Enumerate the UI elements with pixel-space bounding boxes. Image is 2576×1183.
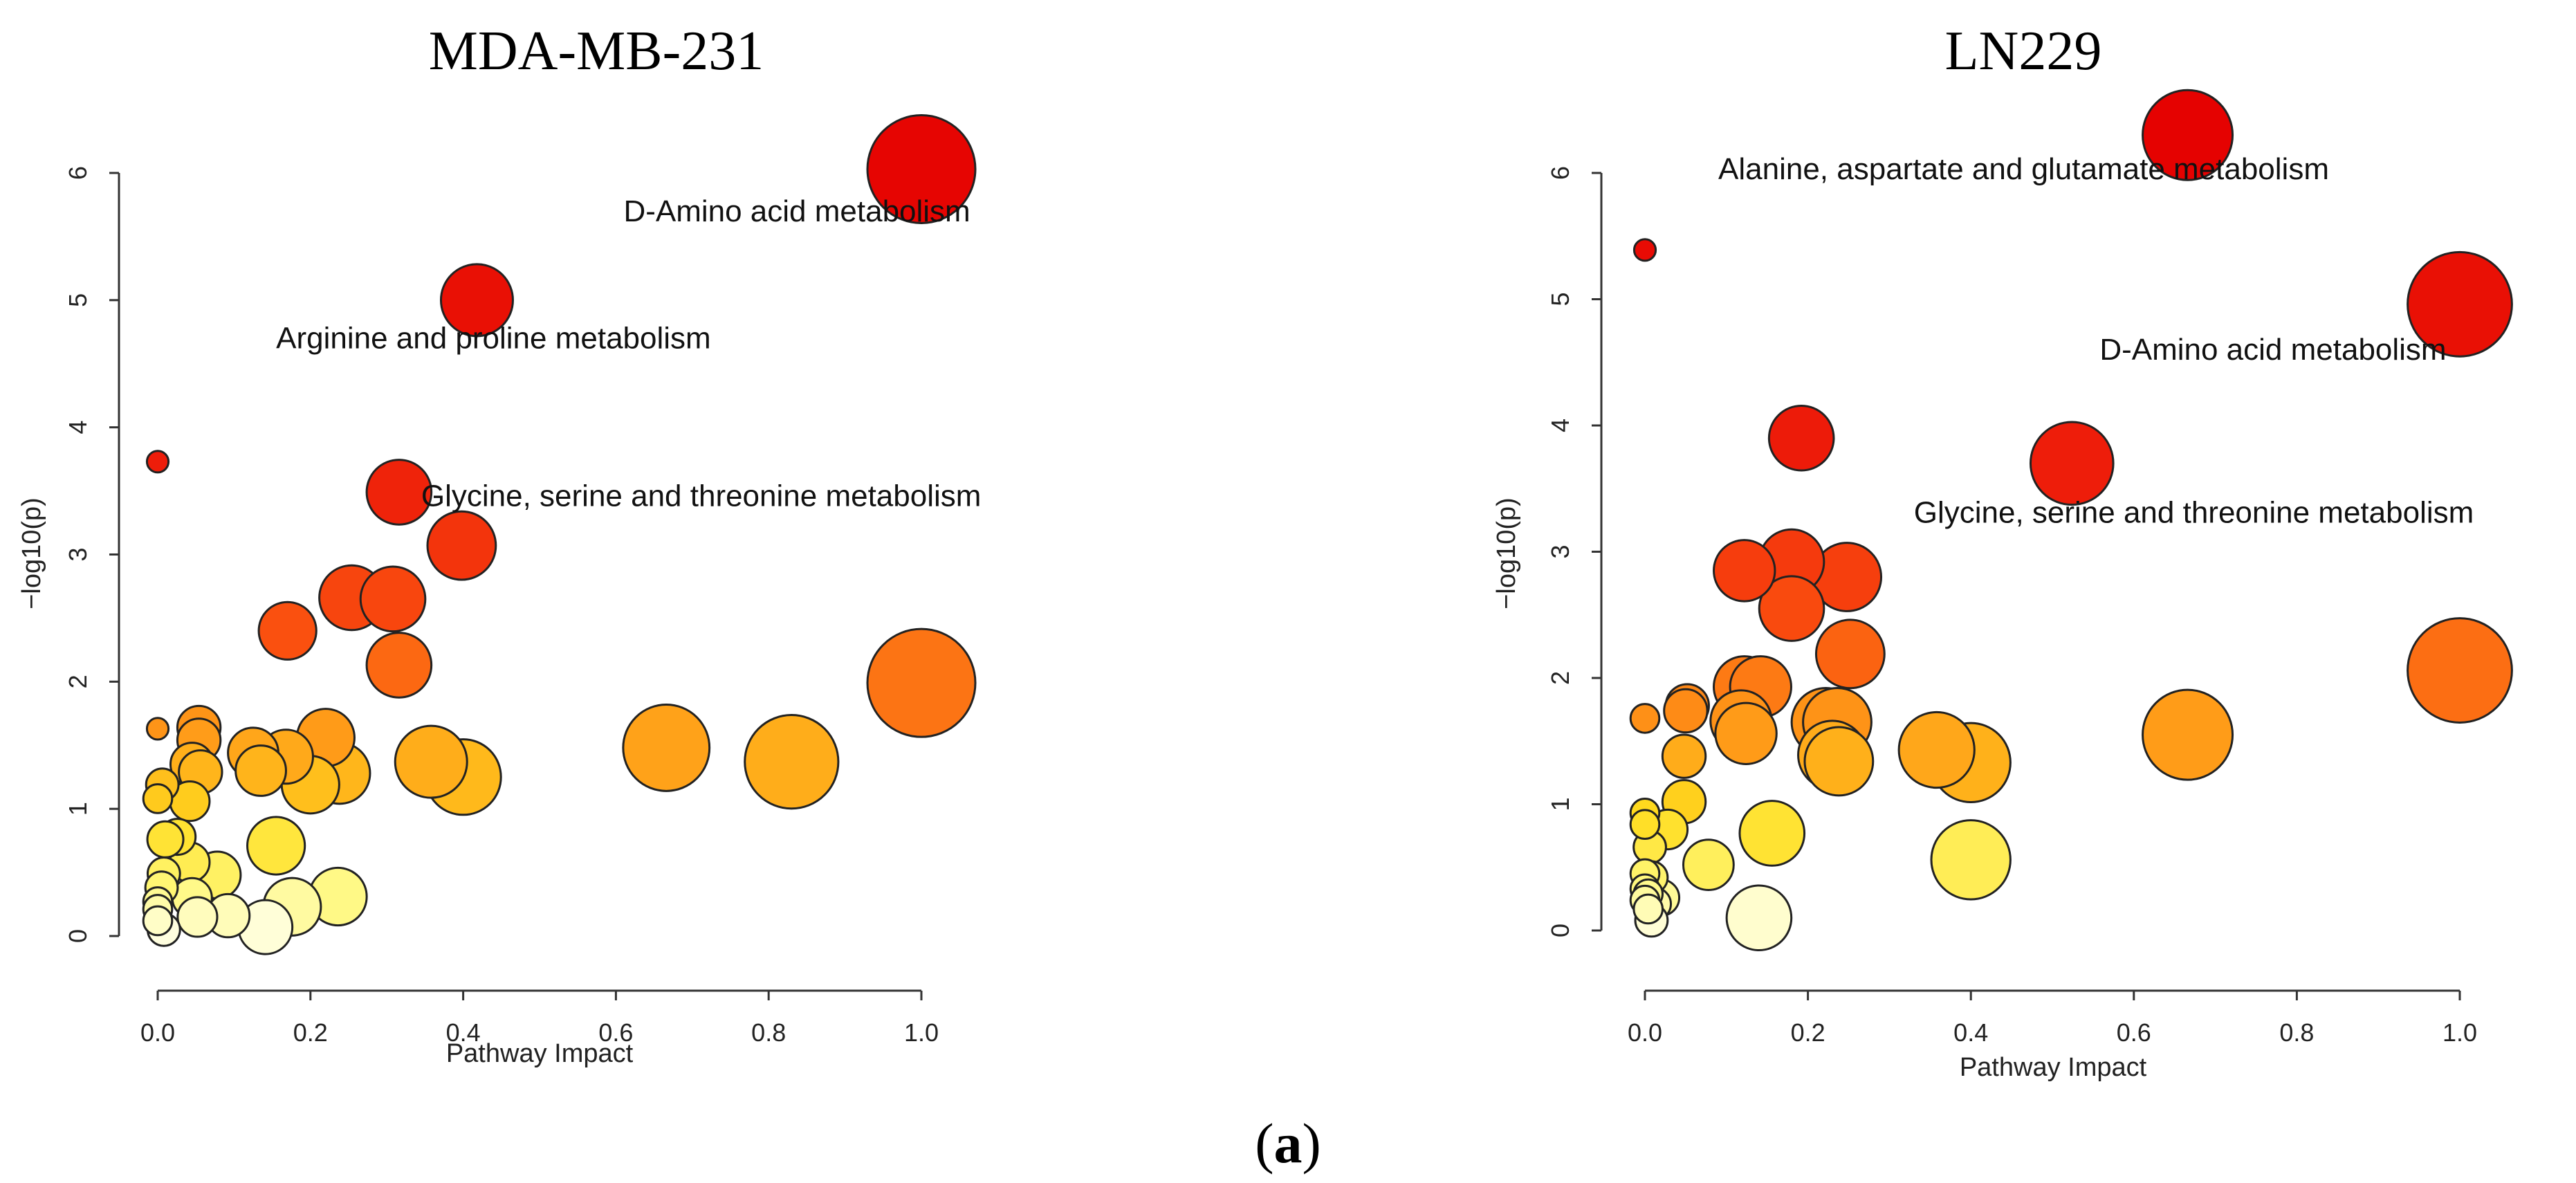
pathway-annotation: D-Amino acid metabolism [623, 194, 970, 228]
y-tick-label: 0 [64, 929, 92, 943]
data-point [365, 632, 433, 699]
data-point [176, 896, 219, 938]
data-point [234, 744, 287, 797]
data-point [1814, 618, 1886, 690]
data-point [146, 820, 185, 859]
data-point [145, 717, 170, 741]
data-point [359, 565, 427, 633]
data-point [866, 113, 977, 224]
data-point [365, 459, 433, 526]
y-tick-label: 2 [1546, 671, 1574, 685]
data-point [142, 783, 174, 814]
data-point [866, 627, 977, 738]
x-tick-label: 0.6 [598, 1018, 633, 1047]
data-point [246, 816, 306, 876]
y-tick-label: 5 [1546, 292, 1574, 306]
y-tick-label: 3 [1546, 544, 1574, 558]
x-tick-label: 0.8 [2279, 1018, 2314, 1047]
chart-right: 0.0 0.2 0.4 0.6 0.8 1.0 0 1 2 3 4 5 6 Pathway Impact −… [1492, 89, 2513, 1082]
data-point [2142, 89, 2234, 181]
data-point [1803, 726, 1875, 797]
data-point [744, 714, 840, 810]
pathway-annotation: Arginine and proline metabolism [276, 322, 711, 356]
x-tick-label: 0.0 [1628, 1018, 1662, 1047]
data-point [1897, 710, 1976, 789]
data-point [145, 450, 170, 474]
panel-title-right: LN229 [1945, 21, 2102, 82]
data-point [2407, 617, 2513, 724]
data-point [1629, 809, 1661, 840]
data-point [439, 263, 514, 338]
x-tick-label: 0.4 [1953, 1018, 1988, 1047]
data-point [1629, 703, 1661, 734]
data-point [1758, 575, 1825, 642]
x-axis-label: Pathway Impact [446, 1039, 634, 1068]
data-point [1632, 238, 1657, 262]
x-axis-label: Pathway Impact [1960, 1053, 2147, 1082]
x-tick-label: 0.2 [293, 1018, 328, 1047]
y-axis-label: −log10(p) [1492, 497, 1521, 609]
data-point [1713, 539, 1776, 603]
pathway-annotation: D-Amino acid metabolism [2099, 333, 2446, 367]
pathway-annotation: Glycine, serine and threonine metabolism [1914, 496, 2474, 530]
y-tick-label: 0 [1546, 924, 1574, 937]
data-point [1767, 404, 1835, 472]
data-point [1930, 819, 2012, 901]
y-tick-label: 1 [1546, 797, 1574, 811]
data-point [2142, 688, 2234, 781]
data-point [1682, 838, 1735, 891]
x-tick-label: 0.6 [2117, 1018, 2151, 1047]
data-point [622, 704, 711, 792]
figure-label: (a) [1255, 1112, 1321, 1175]
data-point [1725, 884, 1793, 952]
data-point [2407, 250, 2513, 358]
y-tick-label: 5 [64, 293, 92, 307]
x-tick-label: 0.8 [751, 1018, 786, 1047]
x-tick-label: 1.0 [2442, 1018, 2477, 1047]
x-tick-label: 0.0 [140, 1018, 175, 1047]
y-tick-label: 6 [1546, 166, 1574, 180]
data-point [1714, 701, 1778, 766]
data-point [426, 510, 497, 581]
data-point [1738, 800, 1806, 867]
x-tick-label: 0.4 [446, 1018, 481, 1047]
data-point [2029, 421, 2115, 506]
y-tick-label: 4 [1546, 419, 1574, 432]
data-point [257, 600, 318, 661]
x-tick-label: 0.2 [1791, 1018, 1825, 1047]
y-tick-label: 6 [64, 166, 92, 180]
y-tick-label: 4 [64, 421, 92, 434]
panel-title-left: MDA-MB-231 [429, 21, 764, 82]
y-tick-label: 3 [64, 547, 92, 561]
y-tick-label: 2 [64, 675, 92, 688]
data-point [1661, 733, 1707, 779]
data-point [1632, 893, 1664, 925]
y-tick-label: 1 [64, 802, 92, 816]
chart-left: 0.0 0.2 0.4 0.6 0.8 1.0 0 1 2 3 4 5 6 Pathway Impact −… [17, 113, 982, 1068]
y-axis-label: −log10(p) [17, 497, 46, 609]
pathway-annotation: Alanine, aspartate and glutamate metabol… [1718, 152, 2329, 186]
data-point [142, 905, 174, 937]
x-tick-label: 1.0 [904, 1018, 939, 1047]
data-point [1663, 688, 1709, 734]
pathway-annotation: Glycine, serine and threonine metabolism [421, 479, 982, 513]
data-point [394, 724, 468, 799]
